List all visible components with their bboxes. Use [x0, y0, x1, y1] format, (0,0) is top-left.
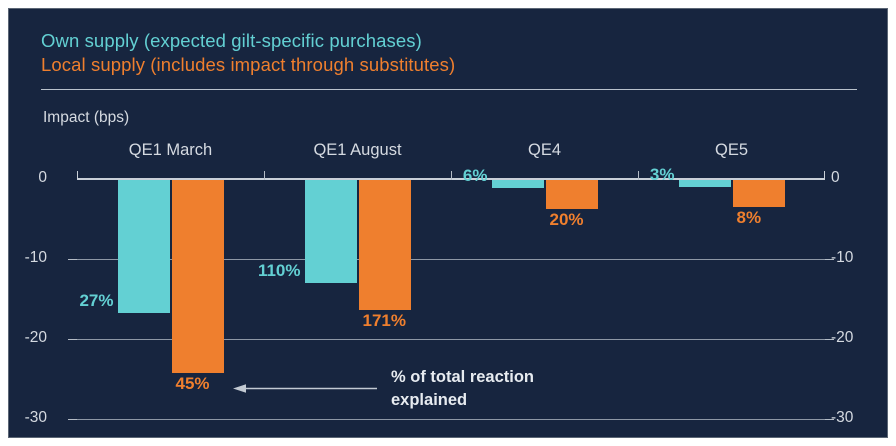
annotation-arrow-icon: [233, 384, 377, 393]
x-axis-tick: [451, 171, 452, 180]
y-tick-label-left: -30: [24, 409, 47, 426]
bar-data-label: 8%: [736, 208, 762, 228]
y-tick-mark: [68, 259, 77, 260]
y-tick-label-left: 0: [38, 169, 47, 186]
chart-legend: Own supply (expected gilt-specific purch…: [41, 29, 841, 77]
bar-data-label: 110%: [257, 261, 301, 281]
y-tick-mark: [77, 171, 78, 179]
bar-own-supply[interactable]: [117, 180, 170, 313]
bar-data-label: 20%: [549, 209, 584, 229]
annotation-line-2: explained: [391, 391, 468, 409]
y-tick-mark: [825, 259, 834, 260]
y-tick-mark: [824, 171, 825, 179]
y-tick-mark: [825, 419, 834, 420]
legend-item-own-supply: Own supply (expected gilt-specific purch…: [41, 30, 422, 51]
legend-divider: [41, 89, 857, 90]
bar-data-label: 6%: [462, 166, 488, 185]
bar-own-supply[interactable]: [304, 180, 357, 284]
x-axis-category-label: QE4: [527, 141, 562, 159]
legend-item-local-supply: Local supply (includes impact through su…: [41, 54, 456, 75]
gridline: [77, 339, 825, 340]
x-axis-tick: [264, 171, 265, 180]
chart-card: Own supply (expected gilt-specific purch…: [8, 8, 888, 438]
annotation-line-1: % of total reaction: [391, 368, 535, 386]
bar-data-label: 45%: [175, 373, 210, 393]
y-tick-mark: [68, 419, 77, 420]
bar-local-supply[interactable]: [545, 180, 598, 209]
y-tick-mark: [68, 339, 77, 340]
y-tick-label-right: 0: [831, 169, 840, 186]
y-axis-title: Impact (bps): [43, 109, 130, 126]
bar-local-supply[interactable]: [171, 180, 224, 373]
bar-local-supply[interactable]: [732, 180, 785, 208]
plot-area: 0 0 -10 -10 -20 -20 -30 -30 QE1 March QE1 August…: [9, 9, 887, 437]
bar-local-supply[interactable]: [358, 180, 411, 311]
bar-data-label: 171%: [362, 311, 406, 331]
x-axis-tick: [638, 171, 639, 180]
x-axis-category-label: QE1 August: [313, 141, 402, 159]
x-axis-category-label: QE1 March: [128, 141, 213, 159]
bar-own-supply[interactable]: [678, 180, 731, 188]
bar-own-supply[interactable]: [491, 180, 544, 188]
x-axis-category-label: QE5: [714, 141, 749, 159]
gridline: [77, 259, 825, 260]
y-tick-label-right: -30: [831, 409, 854, 426]
y-tick-label-left: -10: [24, 249, 47, 266]
y-tick-label-right: -10: [831, 249, 854, 266]
annotation-label: % of total reaction explained: [391, 366, 534, 412]
bar-data-label: 27%: [79, 290, 114, 310]
gridline: [77, 419, 825, 420]
y-tick-label-left: -20: [24, 329, 47, 346]
bar-data-label: 3%: [649, 165, 675, 185]
y-tick-label-right: -20: [831, 329, 854, 346]
y-tick-mark: [825, 339, 834, 340]
